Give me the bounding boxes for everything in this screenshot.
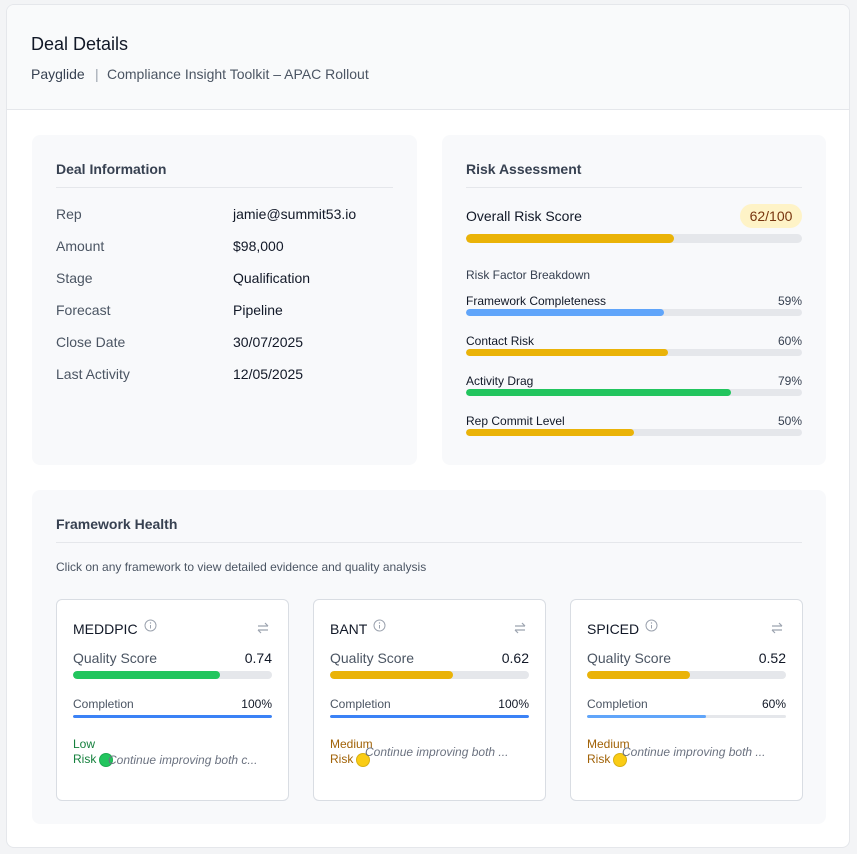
field-value: jamie@summit53.io [233, 206, 357, 222]
factor-bar [466, 389, 732, 396]
completion-bar-track [587, 715, 786, 718]
factor-name: Activity Drag [466, 374, 534, 388]
factor-name: Framework Completeness [466, 294, 607, 308]
divider [56, 187, 393, 188]
panel-title: Framework Health [56, 516, 178, 532]
field-label: Stage [56, 270, 93, 286]
quality-score: 0.74 [244, 650, 272, 666]
factor-bar [466, 349, 668, 356]
completion-value: 100% [241, 697, 272, 711]
risk-level: Low Risk [73, 737, 117, 767]
quality-label: Quality Score [73, 650, 158, 666]
completion-bar-track [73, 715, 272, 718]
separator: | [95, 66, 99, 82]
completion-label: Completion [73, 697, 134, 711]
framework-card[interactable]: SPICED Quality Score 0.52 Completion 60% Medi… [570, 599, 803, 801]
info-icon [373, 619, 386, 632]
field-value: $98,000 [233, 238, 284, 254]
factor-bar [466, 429, 634, 436]
swap-icon[interactable] [770, 621, 784, 635]
completion-bar [330, 715, 529, 718]
quality-bar-track [330, 671, 529, 679]
framework-health-panel: Framework Health Click on any framework t… [32, 490, 826, 824]
recommendation: Continue improving both c... [108, 753, 258, 767]
factor-name: Contact Risk [466, 334, 535, 348]
swap-icon[interactable] [513, 621, 527, 635]
completion-bar [587, 715, 707, 718]
quality-bar-track [73, 671, 272, 679]
overall-label: Overall Risk Score [466, 208, 582, 224]
divider [56, 542, 802, 543]
completion-value: 100% [498, 697, 529, 711]
recommendation: Continue improving both ... [622, 745, 766, 759]
quality-bar [587, 671, 691, 679]
framework-name: BANT [330, 621, 368, 637]
panel-title: Deal Information [56, 161, 167, 177]
field-label: Close Date [56, 334, 126, 350]
completion-bar [73, 715, 272, 718]
quality-bar-track [587, 671, 786, 679]
page-title: Deal Details [31, 34, 129, 54]
risk-level: Medium Risk [330, 737, 374, 767]
factor-bar-track [466, 429, 802, 436]
factor-value: 50% [777, 414, 802, 428]
info-icon [645, 619, 658, 632]
framework-card[interactable]: BANT Quality Score 0.62 Completion 100% Mediu… [313, 599, 546, 801]
completion-label: Completion [330, 697, 391, 711]
risk-text: Medium Risk [330, 737, 373, 766]
risk-dot [613, 752, 628, 767]
factor-bar-track [466, 349, 802, 356]
factor-bar [466, 309, 665, 316]
completion-label: Completion [587, 697, 648, 711]
framework-card[interactable]: MEDDPIC Quality Score 0.74 Completion 100% Lo… [56, 599, 289, 801]
factor-name: Rep Commit Level [466, 414, 565, 428]
company: Payglide [31, 66, 85, 82]
risk-text: Medium Risk [587, 737, 630, 766]
completion-value: 60% [761, 697, 786, 711]
field-label: Amount [56, 238, 105, 254]
factor-bar-track [466, 389, 802, 396]
overall-badge: 62/100 [740, 204, 802, 228]
quality-score: 0.62 [501, 650, 529, 666]
framework-name: SPICED [587, 621, 640, 637]
factor-value: 60% [777, 334, 802, 348]
deal-name: Compliance Insight Toolkit – APAC Rollou… [107, 66, 369, 82]
deal-details-card: Deal Details Payglide | Compliance Insight … [6, 4, 850, 848]
instruction: Click on any framework to view detailed … [56, 560, 427, 574]
field-label: Last Activity [56, 366, 130, 382]
quality-bar [330, 671, 454, 679]
factor-value: 59% [777, 294, 802, 308]
field-value: Pipeline [233, 302, 283, 318]
header: Deal Details Payglide | Compliance Insight … [7, 5, 849, 110]
field-value: 12/05/2025 [233, 366, 304, 382]
recommendation: Continue improving both ... [365, 745, 509, 759]
risk-dot [356, 752, 371, 767]
field-label: Forecast [56, 302, 111, 318]
quality-bar [73, 671, 221, 679]
field-value: Qualification [233, 270, 311, 286]
factor-value: 79% [777, 374, 802, 388]
risk-assessment-panel: Risk Assessment Overall Risk Score 62/100 R… [442, 135, 826, 465]
quality-label: Quality Score [587, 650, 672, 666]
field-label: Rep [56, 206, 82, 222]
swap-icon[interactable] [256, 621, 270, 635]
overall-bar-track [466, 234, 802, 243]
risk-dot [99, 752, 114, 767]
framework-name: MEDDPIC [73, 621, 138, 637]
breakdown-title: Risk Factor Breakdown [466, 268, 591, 282]
completion-bar-track [330, 715, 529, 718]
panel-title: Risk Assessment [466, 161, 582, 177]
overall-bar [466, 234, 675, 243]
factor-bar-track [466, 309, 802, 316]
risk-level: Medium Risk [587, 737, 631, 767]
field-value: 30/07/2025 [233, 334, 304, 350]
risk-text: Low Risk [73, 737, 97, 766]
deal-information-panel: Deal Information Rep jamie@summit53.io Amou… [32, 135, 417, 465]
divider [466, 187, 802, 188]
info-icon [144, 619, 157, 632]
quality-label: Quality Score [330, 650, 415, 666]
quality-score: 0.52 [758, 650, 786, 666]
